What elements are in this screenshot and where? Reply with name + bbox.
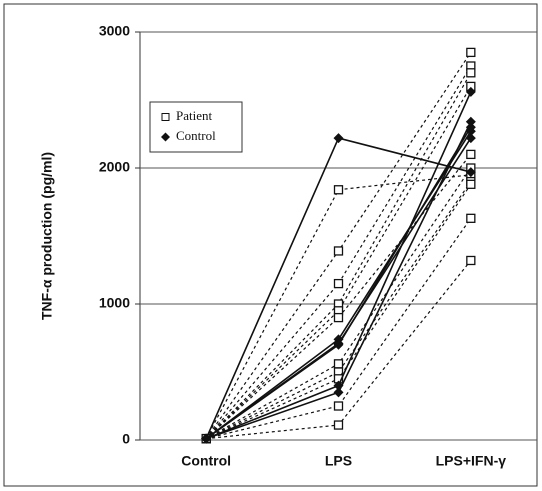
series-line xyxy=(206,217,472,440)
data-marker xyxy=(201,433,212,444)
y-axis-label: TNF-α production (pg/ml) xyxy=(39,152,55,320)
data-marker xyxy=(333,278,344,289)
data-marker xyxy=(466,179,476,189)
legend-marker xyxy=(161,113,170,121)
data-marker xyxy=(466,68,476,78)
x-tick-label: Control xyxy=(181,453,231,469)
data-marker xyxy=(333,401,344,411)
data-marker xyxy=(466,149,476,160)
data-marker xyxy=(333,387,344,398)
data-marker xyxy=(333,420,344,430)
legend-label: Patient xyxy=(176,108,212,123)
legend: Patient Control xyxy=(149,101,243,153)
y-tick-label: 1000 xyxy=(99,295,130,311)
data-marker xyxy=(465,167,476,178)
data-marker xyxy=(465,116,476,127)
legend-label: Control xyxy=(176,128,216,143)
data-marker xyxy=(333,312,344,323)
data-marker xyxy=(333,339,344,350)
data-marker xyxy=(466,47,476,58)
data-marker xyxy=(333,185,344,195)
y-tick-label: 2000 xyxy=(99,159,130,175)
data-marker xyxy=(333,246,344,256)
series-line xyxy=(205,154,472,440)
legend-marker xyxy=(161,132,170,142)
legend-box xyxy=(149,101,243,153)
series-1 xyxy=(201,86,476,444)
y-tick-label: 3000 xyxy=(99,23,130,39)
data-marker xyxy=(466,213,476,223)
data-marker xyxy=(465,86,476,97)
series-line xyxy=(205,181,472,440)
data-marker xyxy=(465,122,476,133)
x-tick-label: LPS+IFN-γ xyxy=(436,453,507,469)
data-marker xyxy=(466,255,476,266)
y-tick-label: 0 xyxy=(122,431,130,447)
data-marker xyxy=(333,359,344,369)
series-line xyxy=(205,86,472,440)
x-tick-label: LPS xyxy=(325,453,352,469)
data-marker xyxy=(333,133,344,144)
data-marker xyxy=(465,133,476,144)
series-line xyxy=(205,65,472,440)
